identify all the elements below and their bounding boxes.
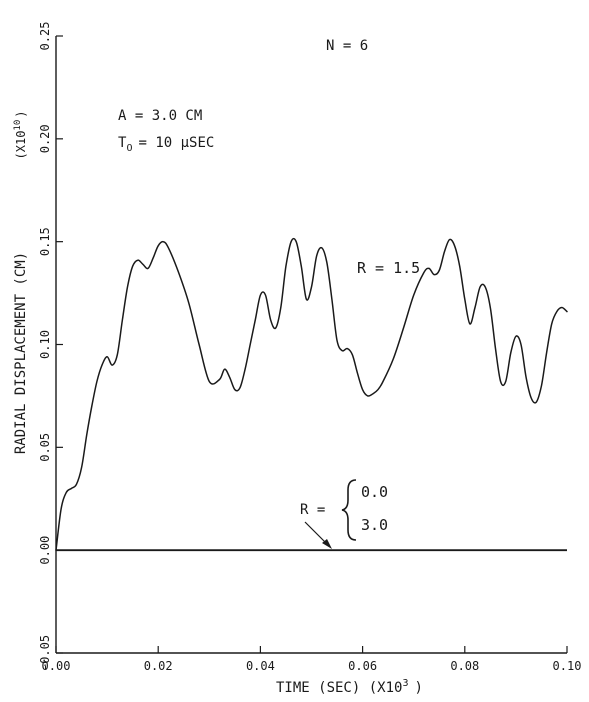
y-tick-label: 0.05 (38, 433, 52, 462)
annotation-r-1-5: R = 1.5 (357, 259, 420, 277)
param-a-label: A = 3.0 CM (118, 108, 202, 124)
x-tick-label: 0.02 (144, 659, 173, 673)
x-tick-label: 0.04 (246, 659, 275, 673)
y-axis-ticks: -0.05 0.00 0.05 0.10 0.15 0.20 0.25 (38, 22, 63, 671)
x-axis-ticks: 0.00 0.02 0.04 0.06 0.08 0.10 (42, 646, 582, 673)
y-tick-label: 0.20 (38, 124, 52, 153)
arrow-head-icon (322, 539, 332, 549)
y-tick-label: 0.00 (38, 536, 52, 565)
y-axis-scale: (X1010) (13, 111, 28, 160)
series-line-r-1-5 (55, 237, 568, 551)
y-tick-label: 0.10 (38, 330, 52, 359)
param-t-sub: O (126, 143, 132, 154)
x-tick-label: 0.00 (42, 659, 71, 673)
y-axis-label: RADIAL DISPLACEMENT (CM) (13, 252, 29, 454)
x-axis-label: TIME (SEC) (X103) (276, 678, 423, 696)
y-tick-label: 0.25 (38, 22, 52, 51)
chart-title: N = 6 (326, 38, 368, 54)
param-t-label: TO = 10 μSEC (118, 135, 214, 154)
x-tick-label: 0.06 (348, 659, 377, 673)
x-label-base: TIME (SEC) (X10 (276, 680, 402, 696)
y-scale-base: (X10 (14, 131, 28, 160)
annotation-r-value-1: 0.0 (361, 483, 388, 501)
y-scale-exp: 10 (13, 120, 23, 131)
x-label-end: ) (414, 680, 422, 696)
param-t-rest: = 10 μSEC (138, 135, 214, 151)
x-tick-label: 0.10 (553, 659, 582, 673)
x-label-exp: 3 (402, 678, 408, 689)
y-tick-label: 0.15 (38, 227, 52, 256)
annotation-r-value-2: 3.0 (361, 516, 388, 534)
x-tick-label: 0.08 (450, 659, 479, 673)
annotation-r-prefix: R = (300, 502, 325, 518)
y-scale-end: ) (14, 111, 28, 118)
param-t-main: T (118, 135, 127, 151)
y-tick-label: -0.05 (38, 635, 52, 671)
annotation-brace (341, 479, 357, 541)
